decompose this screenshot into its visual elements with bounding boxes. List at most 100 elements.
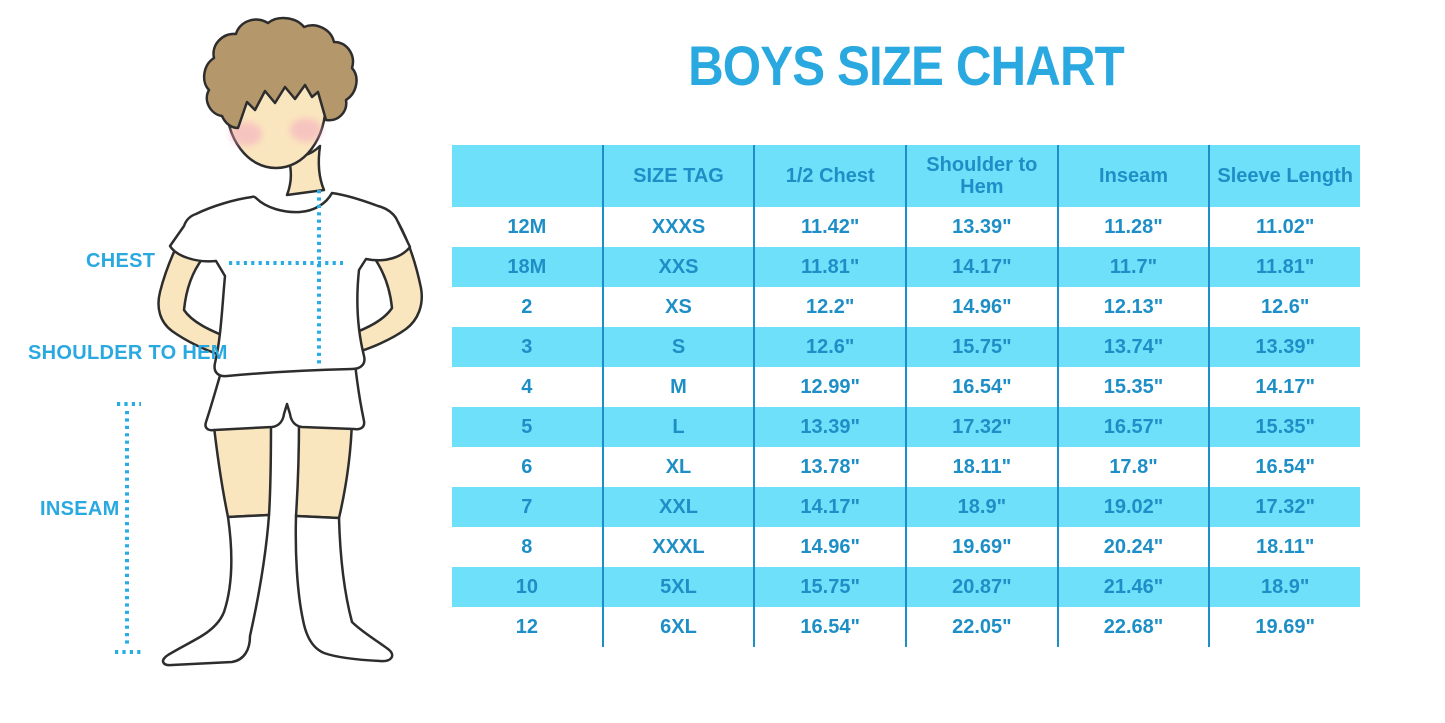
table-cell: XL (604, 447, 756, 487)
table-cell: 4 (452, 367, 604, 407)
page-title: BOYS SIZE CHART (688, 34, 1125, 97)
table-cell: 11.42" (755, 207, 908, 247)
table-cell: 6 (452, 447, 604, 487)
table-row: 6 XL 13.78" 18.11" 17.8" 16.54" (452, 447, 1360, 487)
table-cell: 18.11" (907, 447, 1059, 487)
table-row: 8 XXXL 14.96" 19.69" 20.24" 18.11" (452, 527, 1360, 567)
table-row: 7 XXL 14.17" 18.9" 19.02" 17.32" (452, 487, 1360, 527)
table-cell: 13.39" (1255, 335, 1315, 358)
table-cell: 14.17" (907, 247, 1059, 287)
table-cell: 7 (452, 487, 604, 527)
table-cell: 2 (452, 287, 604, 327)
column-header: Sleeve Length (1217, 164, 1353, 187)
table-cell: 17.8" (1059, 447, 1211, 487)
table-cell: 11.28" (1059, 207, 1211, 247)
table-cell: 20.87" (907, 567, 1059, 607)
table-cell: 16.57" (1059, 407, 1211, 447)
column-header (452, 145, 604, 207)
boy-right-sock (294, 514, 394, 663)
table-cell: 13.39" (755, 407, 908, 447)
table-cell: 15.75" (907, 327, 1059, 367)
table-cell: 3 (452, 327, 604, 367)
table-row: 12M XXXS 11.42" 13.39" 11.28" 11.02" (452, 207, 1360, 247)
boy-right-leg (294, 418, 354, 520)
table-cell: 6XL (604, 607, 756, 647)
table-cell: 13.74" (1059, 327, 1211, 367)
table-cell: 15.35" (1059, 367, 1211, 407)
table-cell: XXS (604, 247, 756, 287)
table-cell: 13.78" (755, 447, 908, 487)
table-cell: 14.96" (907, 287, 1059, 327)
table-cell: 11.7" (1059, 247, 1211, 287)
boy-left-sock (161, 513, 271, 667)
table-row: 10 5XL 15.75" 20.87" 21.46" 18.9" (452, 567, 1360, 607)
table-row: SIZE TAG 1/2 Chest Shoulder to Hem Inseam Sl… (452, 145, 1360, 207)
label-shoulder-to-hem: SHOULDER TO HEM (28, 342, 228, 364)
table-cell: 12.6" (1260, 295, 1310, 318)
table-cell: 19.02" (1059, 487, 1211, 527)
table-cell: XS (604, 287, 756, 327)
boy-right-arm (347, 220, 423, 355)
table-cell: 12.2" (755, 287, 908, 327)
table-cell: 15.75" (755, 567, 908, 607)
table-cell: 18.11" (1255, 535, 1315, 558)
table-cell: M (604, 367, 756, 407)
table-cell: XXL (604, 487, 756, 527)
table-cell: 11.81" (1255, 255, 1315, 278)
table-cell: 19.69" (907, 527, 1059, 567)
table-cell: 12.6" (755, 327, 908, 367)
table-cell: L (604, 407, 756, 447)
table-cell: 16.54" (1255, 455, 1315, 478)
table-cell: 8 (452, 527, 604, 567)
boy-illustration (115, 16, 423, 667)
column-header: Shoulder to Hem (907, 145, 1059, 207)
table-cell: 14.17" (1255, 375, 1315, 398)
table-row: 5 L 13.39" 17.32" 16.57" 15.35" (452, 407, 1360, 447)
table-cell: 16.54" (755, 607, 908, 647)
label-inseam: INSEAM (40, 498, 120, 520)
table-cell: 22.68" (1059, 607, 1211, 647)
table-cell: 11.02" (1255, 215, 1315, 238)
table-cell: 5XL (604, 567, 756, 607)
table-cell: 17.32" (1255, 495, 1315, 518)
table-cell: 13.39" (907, 207, 1059, 247)
label-chest: CHEST (86, 250, 156, 272)
table-cell: XXXL (604, 527, 756, 567)
table-cell: 18.9" (1260, 575, 1310, 598)
table-cell: XXXS (604, 207, 756, 247)
table-row: 12 6XL 16.54" 22.05" 22.68" 19.69" (452, 607, 1360, 647)
table-cell: 12.99" (755, 367, 908, 407)
table-cell: 12M (452, 207, 604, 247)
table-cell: S (604, 327, 756, 367)
boy-right-cheek (290, 118, 322, 142)
column-header: Inseam (1059, 145, 1211, 207)
table-row: 3 S 12.6" 15.75" 13.74" 13.39" (452, 327, 1360, 367)
table-cell: 19.69" (1255, 615, 1315, 638)
table-cell: 17.32" (907, 407, 1059, 447)
table-cell: 16.54" (907, 367, 1059, 407)
table-cell: 5 (452, 407, 604, 447)
table-cell: 11.81" (755, 247, 908, 287)
table-cell: 12.13" (1059, 287, 1211, 327)
boy-hair (202, 16, 358, 130)
column-header: SIZE TAG (604, 145, 756, 207)
table-cell: 20.24" (1059, 527, 1211, 567)
table-cell: 21.46" (1059, 567, 1211, 607)
table-cell: 22.05" (907, 607, 1059, 647)
boy-left-arm (157, 224, 231, 358)
table-cell: 10 (452, 567, 604, 607)
size-table: SIZE TAG 1/2 Chest Shoulder to Hem Inseam Sl… (452, 145, 1360, 647)
table-row: 18M XXS 11.81" 14.17" 11.7" 11.81" (452, 247, 1360, 287)
table-row: 2 XS 12.2" 14.96" 12.13" 12.6" (452, 287, 1360, 327)
boy-left-leg (211, 416, 273, 519)
table-cell: 18M (452, 247, 604, 287)
boy-shorts (204, 360, 366, 432)
table-cell: 15.35" (1255, 415, 1315, 438)
table-cell: 14.96" (755, 527, 908, 567)
table-cell: 18.9" (907, 487, 1059, 527)
column-header: 1/2 Chest (755, 145, 908, 207)
table-cell: 12 (452, 607, 604, 647)
table-row: 4 M 12.99" 16.54" 15.35" 14.17" (452, 367, 1360, 407)
table-cell: 14.17" (755, 487, 908, 527)
